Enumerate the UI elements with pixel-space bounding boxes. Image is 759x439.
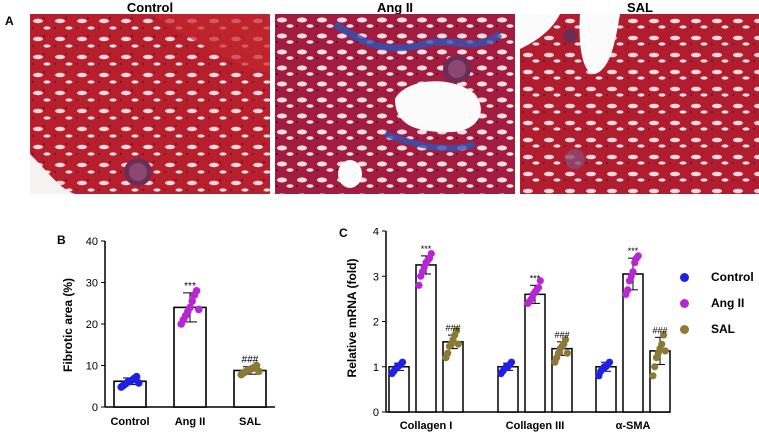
- data-point: [398, 358, 407, 366]
- data-point: [195, 305, 203, 314]
- data-point: [563, 349, 571, 357]
- data-point: [624, 286, 632, 294]
- data-point: [659, 331, 668, 339]
- fibrotic-area-y-axis-label: Fibrotic area (%): [61, 278, 75, 372]
- data-point: [427, 250, 435, 258]
- data-point: [634, 252, 642, 260]
- relative-mrna-chart: Relative mRNA (fold) 0 1 2 3 4 *** ### Collagen…: [345, 228, 671, 432]
- data-point: [415, 281, 423, 289]
- image-title-control: Control: [126, 0, 174, 15]
- significance-label-1: ***: [184, 281, 196, 292]
- fibrotic-area-chart: Fibrotic area (%) 0 10 20 30 40 Control *** Ang…: [61, 236, 275, 428]
- legend-item-angii: Ang II: [680, 290, 754, 316]
- legend-label-sal: SAL: [711, 322, 735, 336]
- data-point: [507, 358, 516, 366]
- data-point: [186, 303, 194, 312]
- data-point: [561, 336, 570, 344]
- panel-label-b: B: [57, 233, 66, 247]
- data-point: [255, 367, 263, 376]
- data-point: [252, 361, 261, 370]
- y-tick-label-0: 0: [92, 402, 98, 414]
- legend-item-control: Control: [680, 264, 754, 290]
- data-point: [192, 287, 201, 295]
- significance-label: ###: [652, 325, 667, 335]
- data-point: [534, 283, 543, 292]
- bar-ang-ii-1: [524, 293, 546, 413]
- histology-image-sal: [520, 14, 759, 194]
- y-tick-label-1: 1: [373, 362, 379, 374]
- significance-label: ###: [554, 330, 569, 340]
- y-tick-label-2: 2: [373, 317, 379, 329]
- y-tick-label-40: 40: [86, 236, 98, 248]
- data-point: [188, 297, 196, 305]
- y-tick-label-4: 4: [373, 228, 379, 238]
- legend-marker-angii: [680, 298, 689, 308]
- image-title-angii: Ang II: [376, 0, 414, 15]
- data-point: [536, 277, 544, 285]
- x-tick-label-1: Collagen III: [506, 420, 565, 432]
- data-point: [605, 358, 614, 366]
- legend-item-sal: SAL: [680, 316, 754, 342]
- data-point: [454, 340, 462, 348]
- significance-label: ###: [445, 323, 460, 333]
- significance-label: ***: [421, 244, 432, 254]
- data-point: [132, 372, 141, 381]
- significance-label: ***: [628, 246, 639, 256]
- x-tick-label-2: SAL: [239, 416, 261, 428]
- legend-marker-control: [680, 272, 689, 282]
- data-point: [135, 379, 143, 387]
- significance-label-2: ###: [242, 355, 259, 366]
- data-point: [444, 349, 452, 357]
- x-tick-label-0: Collagen I: [400, 420, 453, 432]
- significance-label: ***: [530, 273, 541, 283]
- legend-marker-sal: [680, 324, 689, 334]
- data-point: [649, 372, 657, 380]
- legend-label-angii: Ang II: [711, 296, 745, 310]
- legend-label-control: Control: [711, 270, 754, 284]
- histology-image-control: [30, 14, 270, 194]
- panel-label-a: A: [5, 14, 14, 28]
- data-point: [629, 268, 637, 276]
- data-point: [651, 363, 659, 371]
- data-point: [452, 326, 461, 335]
- chart-legend: Control Ang II SAL: [680, 264, 754, 342]
- x-tick-label-2: α-SMA: [616, 420, 651, 432]
- x-tick-label-0: Control: [110, 416, 149, 428]
- x-tick-label-1: Ang II: [175, 416, 206, 428]
- data-point: [661, 347, 669, 355]
- relative-mrna-y-axis-label: Relative mRNA (fold): [345, 259, 359, 378]
- data-point: [658, 340, 666, 348]
- y-tick-label-10: 10: [86, 361, 98, 373]
- histology-image-angii: [275, 14, 515, 194]
- y-tick-label-30: 30: [86, 278, 98, 290]
- y-tick-label-0: 0: [373, 407, 379, 419]
- image-title-sal: SAL: [627, 0, 653, 15]
- y-tick-label-3: 3: [373, 271, 379, 283]
- y-tick-label-20: 20: [86, 319, 98, 331]
- panel-label-c: C: [339, 226, 348, 240]
